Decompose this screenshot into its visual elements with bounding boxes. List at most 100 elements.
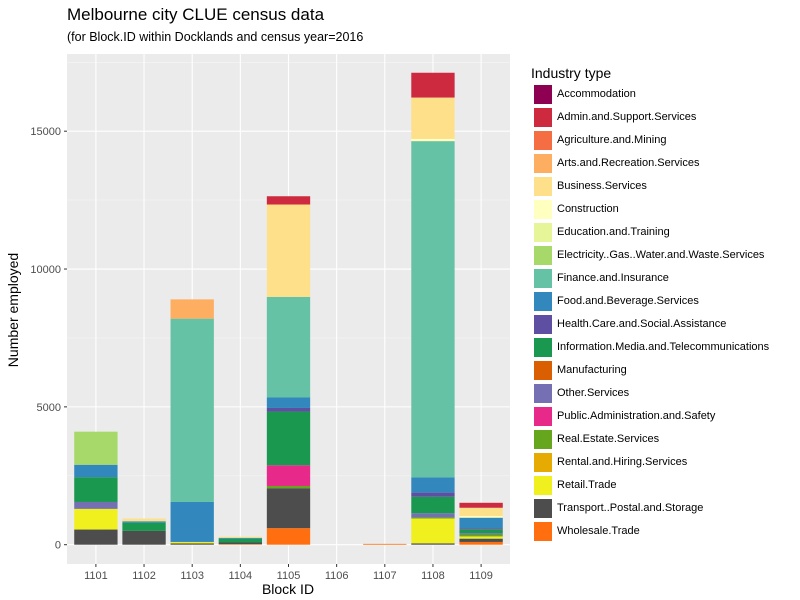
bar-segment <box>266 296 311 398</box>
chart-subtitle: (for Block.ID within Docklands and censu… <box>67 30 364 44</box>
bar-segment <box>74 508 118 530</box>
bar-segment <box>459 517 503 529</box>
bar-segment <box>411 517 455 519</box>
bar-segment <box>411 513 455 518</box>
bar-segment <box>459 502 503 508</box>
legend-key <box>534 108 552 127</box>
bar-segment <box>74 477 118 502</box>
bar-segment <box>411 138 455 142</box>
legend-key <box>534 315 552 334</box>
legend-item: Information.Media.and.Telecommunications <box>531 337 796 359</box>
legend-label: Accommodation <box>557 88 636 100</box>
legend-label: Admin.and.Support.Services <box>557 111 697 123</box>
bar-segment <box>266 204 311 297</box>
legend-key <box>534 407 552 426</box>
legend-label: Transport..Postal.and.Storage <box>557 502 704 514</box>
bar-segment <box>266 196 311 205</box>
bar-segment <box>122 522 166 531</box>
bar-segment <box>170 299 214 319</box>
bar-segment <box>459 541 503 545</box>
bar-segment <box>363 543 407 545</box>
bar-segment <box>411 141 455 478</box>
y-axis: 0 5000 10000 15000 <box>30 126 67 552</box>
x-tick-label: 1106 <box>325 570 349 582</box>
bar-segment <box>411 496 455 514</box>
legend-key <box>534 223 552 242</box>
legend-key <box>534 131 552 150</box>
bar-segment <box>459 534 503 537</box>
bars <box>74 72 503 545</box>
legend-title: Industry type <box>531 65 612 81</box>
bar-segment <box>266 465 311 486</box>
x-tick-label: 1107 <box>373 570 397 582</box>
bar-segment <box>459 528 503 530</box>
x-tick-label: 1104 <box>229 570 253 582</box>
bar-segment <box>411 72 455 98</box>
bar-segment <box>74 501 118 509</box>
legend-key <box>534 384 552 403</box>
bar-segment <box>459 529 503 534</box>
bar-segment <box>266 485 311 489</box>
legend-key <box>534 361 552 380</box>
legend-label: Public.Administration.and.Safety <box>557 410 716 422</box>
legend-item: Arts.and.Recreation.Services <box>531 153 796 175</box>
y-tick-label: 5000 <box>37 402 61 414</box>
y-axis-title: Number employed <box>5 253 21 367</box>
legend-item: Accommodation <box>531 84 796 106</box>
x-axis-title: Block ID <box>262 581 314 597</box>
bar-segment <box>266 397 311 408</box>
legend-key <box>534 177 552 196</box>
legend-key <box>534 269 552 288</box>
bar-segment <box>218 538 263 543</box>
legend-key <box>534 200 552 219</box>
legend-key <box>534 453 552 472</box>
bar-segment <box>122 521 166 523</box>
legend-label: Arts.and.Recreation.Services <box>557 157 700 169</box>
legend-label: Education.and.Training <box>557 226 670 238</box>
legend-item: Manufacturing <box>531 360 796 382</box>
legend-label: Retail.Trade <box>557 479 617 491</box>
legend-label: Health.Care.and.Social.Assistance <box>557 318 727 330</box>
x-tick-label: 1109 <box>469 570 493 582</box>
bar-segment <box>218 536 263 538</box>
chart-title: Melbourne city CLUE census data <box>67 5 325 24</box>
legend-item: Education.and.Training <box>531 222 796 244</box>
bar-segment <box>74 464 118 478</box>
bar-segment <box>459 507 503 517</box>
legend-key <box>534 85 552 104</box>
bar-segment <box>74 431 118 465</box>
x-tick-label: 1105 <box>277 570 301 582</box>
legend-item: Retail.Trade <box>531 475 796 497</box>
bar-segment <box>266 411 311 466</box>
bar-segment <box>122 530 166 545</box>
legend-label: Information.Media.and.Telecommunications <box>557 341 770 353</box>
x-axis: 1101 1102 1103 1104 1105 1106 1107 1108 1109 <box>84 564 493 582</box>
legend-label: Real.Estate.Services <box>557 433 660 445</box>
legend-key <box>534 338 552 357</box>
bar-segment <box>266 488 311 529</box>
legend-label: Manufacturing <box>557 364 627 376</box>
bar-segment <box>411 492 455 497</box>
legend-item: Wholesale.Trade <box>531 521 796 543</box>
legend-label: Agriculture.and.Mining <box>557 134 667 146</box>
bar-segment <box>459 533 503 535</box>
legend-label: Other.Services <box>557 387 630 399</box>
legend-item: Food.and.Beverage.Services <box>531 291 796 313</box>
legend-label: Wholesale.Trade <box>557 525 640 537</box>
bar-segment <box>266 407 311 412</box>
bar-segment <box>170 541 214 544</box>
legend-item: Construction <box>531 199 796 221</box>
legend-item: Real.Estate.Services <box>531 429 796 451</box>
legend-item: Finance.and.Insurance <box>531 268 796 290</box>
x-tick-label: 1101 <box>84 570 108 582</box>
x-tick-label: 1108 <box>421 570 445 582</box>
legend-key <box>534 246 552 265</box>
legend-item: Transport..Postal.and.Storage <box>531 498 796 520</box>
bar-segment <box>218 544 263 545</box>
legend-item: Public.Administration.and.Safety <box>531 406 796 428</box>
bar-segment <box>411 518 455 544</box>
bar-segment <box>170 501 214 542</box>
legend-label: Business.Services <box>557 180 647 192</box>
bar-segment <box>170 543 214 545</box>
